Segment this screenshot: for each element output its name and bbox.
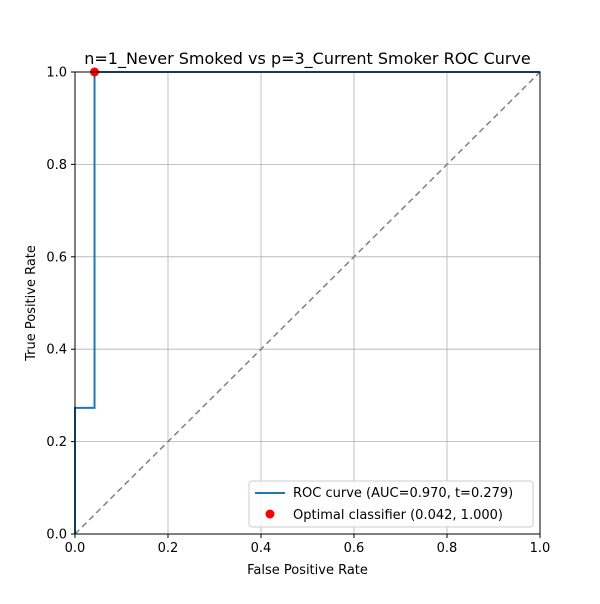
legend-optimal-label: Optimal classifier (0.042, 1.000) xyxy=(293,508,503,523)
y-tick-label: 1.0 xyxy=(46,66,67,81)
x-tick-label: 0.0 xyxy=(65,541,86,556)
legend-roc-label: ROC curve (AUC=0.970, t=0.279) xyxy=(293,486,513,501)
y-tick-label: 0.6 xyxy=(46,250,67,265)
legend-optimal-swatch xyxy=(265,509,275,519)
tick-layer: 0.0 0.2 0.4 0.6 0.8 1.0 0.0 0.2 0.4 0.6 0.8 1.0 xyxy=(46,66,550,557)
y-tick-label: 0.2 xyxy=(46,435,67,450)
y-tick-label: 0.8 xyxy=(46,158,67,173)
x-tick-label: 0.4 xyxy=(251,541,272,556)
x-tick-label: 0.8 xyxy=(437,541,458,556)
legend-box xyxy=(248,480,534,528)
y-axis-label: True Positive Rate xyxy=(24,245,39,362)
chart-title: n=1_Never Smoked vs p=3_Current Smoker R… xyxy=(84,49,531,69)
x-tick-label: 0.2 xyxy=(158,541,179,556)
x-axis-label: False Positive Rate xyxy=(247,563,368,578)
y-tick-label: 0.4 xyxy=(46,343,67,358)
grid-layer xyxy=(74,71,541,535)
plot-frame xyxy=(74,71,541,535)
y-tick-label: 0.0 xyxy=(46,528,67,543)
legend: ROC curve (AUC=0.970, t=0.279) Optimal c… xyxy=(248,480,534,528)
x-tick-label: 1.0 xyxy=(530,541,551,556)
x-tick-label: 0.6 xyxy=(344,541,365,556)
